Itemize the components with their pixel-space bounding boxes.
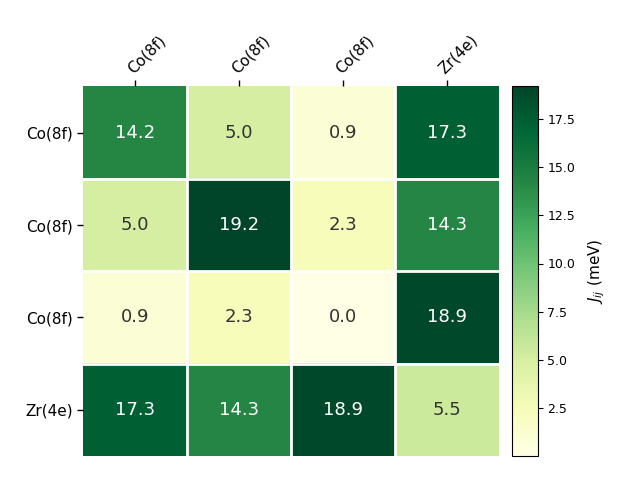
Text: 0.9: 0.9: [121, 309, 150, 326]
Text: 14.3: 14.3: [219, 401, 259, 419]
Text: 0.9: 0.9: [329, 124, 358, 142]
Y-axis label: $J_{ij}$ (meV): $J_{ij}$ (meV): [586, 239, 607, 304]
Text: 2.3: 2.3: [225, 309, 253, 326]
Text: 5.5: 5.5: [433, 401, 461, 419]
Text: 2.3: 2.3: [329, 216, 358, 234]
Text: 0.0: 0.0: [329, 309, 357, 326]
Text: 17.3: 17.3: [427, 124, 467, 142]
Text: 14.3: 14.3: [427, 216, 467, 234]
Text: 18.9: 18.9: [428, 309, 467, 326]
Text: 5.0: 5.0: [225, 124, 253, 142]
Text: 18.9: 18.9: [323, 401, 364, 419]
Text: 17.3: 17.3: [115, 401, 156, 419]
Text: 14.2: 14.2: [115, 124, 156, 142]
Text: 19.2: 19.2: [219, 216, 259, 234]
Text: 5.0: 5.0: [121, 216, 150, 234]
